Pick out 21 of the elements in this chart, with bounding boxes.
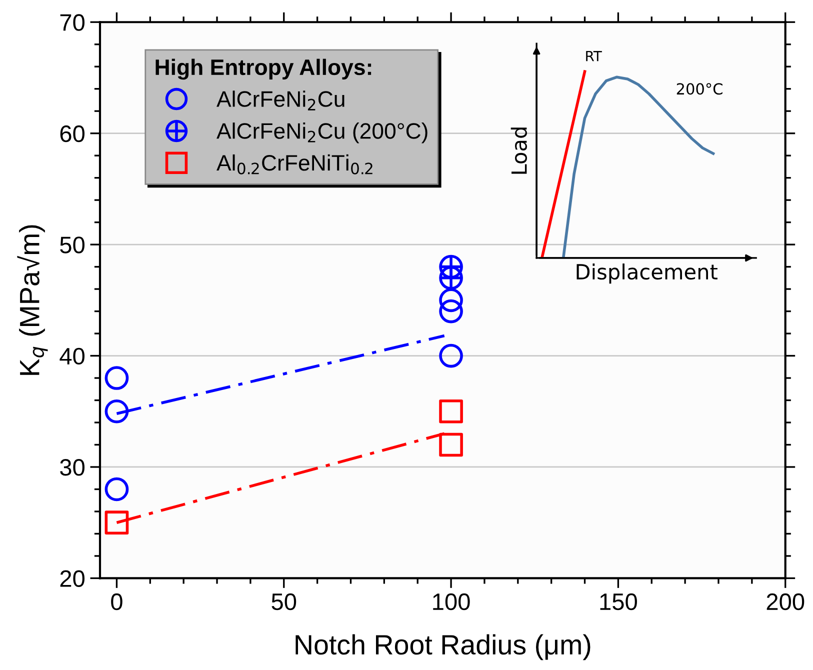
series-label: RT bbox=[586, 51, 602, 62]
legend-title: High Entropy Alloys: bbox=[156, 58, 372, 80]
x-tick-label: 200 bbox=[766, 593, 804, 610]
y-axis-title: K$_{q}$ (MPa√m) bbox=[17, 225, 48, 375]
series-label: 200°C bbox=[676, 83, 722, 95]
legend-label: AlCrFeNi$_{2}$Cu (200°C) bbox=[216, 122, 428, 144]
y-axis-title: Load bbox=[510, 128, 527, 174]
y-tick-label: 70 bbox=[60, 14, 84, 31]
x-axis-title: Displacement bbox=[576, 264, 718, 284]
x-tick-label: 50 bbox=[272, 593, 296, 610]
x-tick-label: 150 bbox=[600, 593, 637, 610]
y-tick-label: 40 bbox=[60, 348, 84, 365]
y-tick-label: 60 bbox=[60, 125, 84, 142]
y-tick-label: 20 bbox=[60, 570, 84, 587]
legend-label: AlCrFeNi$_{2}$Cu bbox=[216, 90, 344, 110]
legend-label: Al$_{0.2}$CrFeNiTi$_{0.2}$ bbox=[216, 154, 372, 174]
y-tick-label: 30 bbox=[60, 459, 84, 476]
x-tick-label: 0 bbox=[111, 593, 122, 610]
x-tick-label: 100 bbox=[433, 593, 470, 610]
y-tick-label: 50 bbox=[60, 236, 84, 254]
x-axis-title: Notch Root Radius (μm) bbox=[296, 634, 590, 660]
